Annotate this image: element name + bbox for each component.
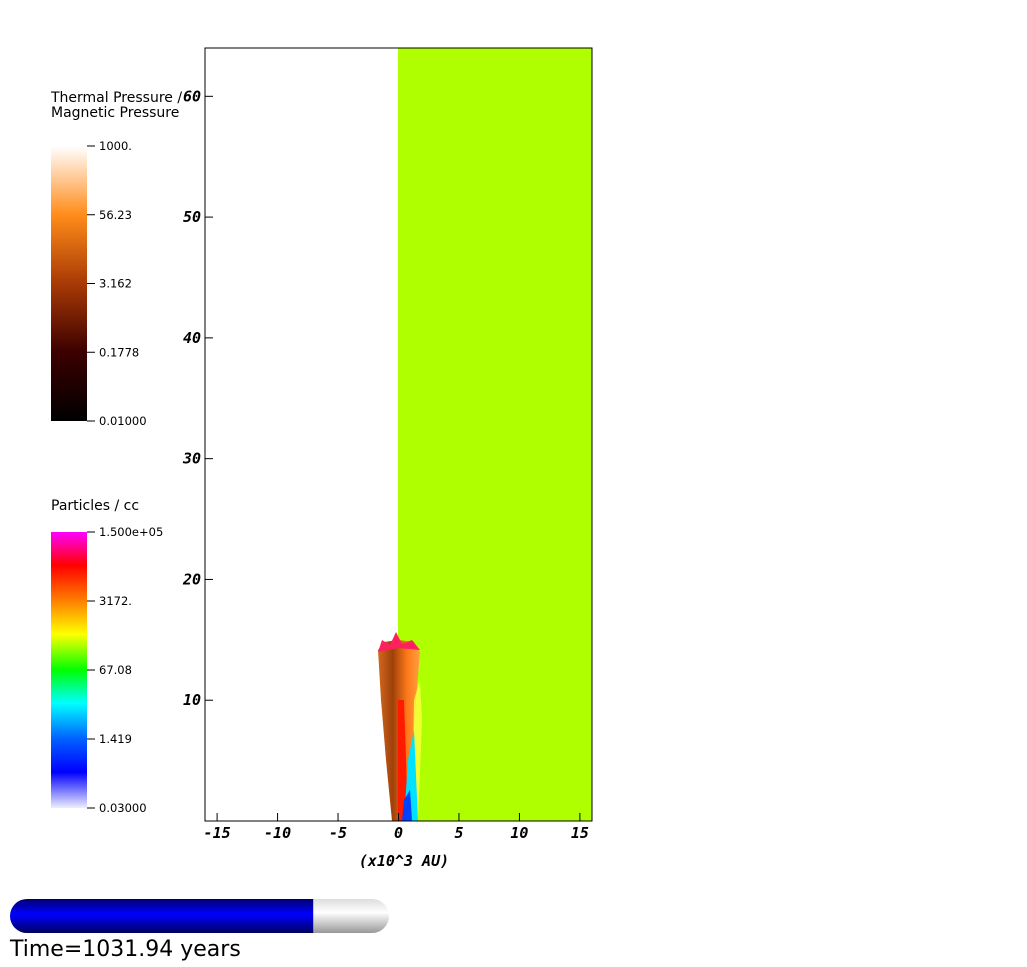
legend-tick-label: 1.419 [99, 732, 132, 746]
y-tick-label: 50 [183, 208, 201, 226]
legend-tick-label: 1.500e+05 [99, 525, 163, 539]
legend-title: Magnetic Pressure [51, 105, 179, 121]
time-slider-progress [10, 899, 314, 933]
y-tick-label: 30 [182, 450, 201, 468]
legend-tick-label: 3.162 [99, 277, 132, 291]
legend-tick-label: 0.03000 [99, 801, 147, 815]
right-half-field [398, 48, 592, 821]
legend-tick-label: 0.1778 [99, 345, 139, 359]
y-tick-label: 20 [182, 570, 201, 588]
time-label: Time=1031.94 years [9, 937, 241, 962]
legend-tick-label: 56.23 [99, 208, 132, 222]
x-axis-label: (x10^3 AU) [359, 852, 449, 870]
y-tick-label: 60 [183, 87, 201, 105]
x-tick-label: -5 [329, 824, 347, 842]
x-tick-label: 15 [571, 824, 589, 842]
legend-tick-label: 0.01000 [99, 414, 147, 428]
legend-title: Particles / cc [51, 498, 139, 514]
x-tick-label: 10 [510, 824, 528, 842]
x-tick-label: 5 [454, 824, 463, 842]
x-tick-label: -10 [264, 824, 291, 842]
plume-tip [378, 632, 420, 652]
legend-tick-label: 3172. [99, 594, 132, 608]
colorbar [51, 532, 87, 808]
plume-blue [402, 790, 412, 821]
x-tick-label: -15 [204, 824, 231, 842]
legend-title: Thermal Pressure / [50, 90, 182, 106]
legend-tick-label: 1000. [99, 139, 132, 153]
y-tick-label: 40 [183, 329, 201, 347]
colorbar [51, 146, 87, 421]
plot-image [378, 48, 592, 821]
plume-core [398, 700, 408, 821]
y-tick-label: 10 [183, 691, 201, 709]
legend-tick-label: 67.08 [99, 663, 132, 677]
x-tick-label: 0 [394, 824, 403, 842]
